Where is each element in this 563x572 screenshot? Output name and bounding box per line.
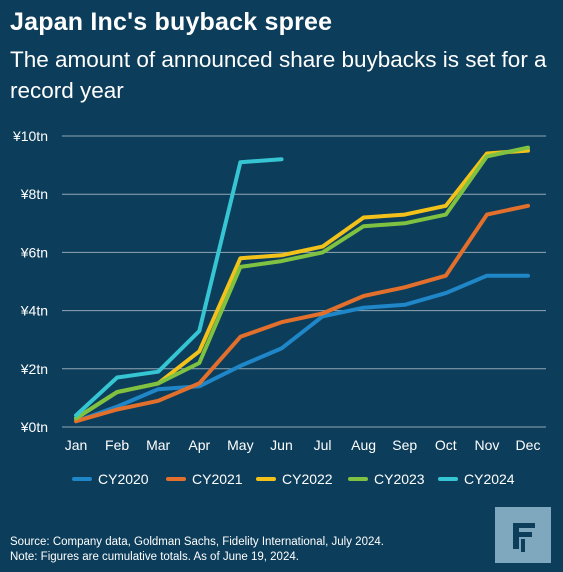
x-tick-label: Aug <box>351 437 376 453</box>
figures-note: Note: Figures are cumulative totals. As … <box>10 551 299 563</box>
y-tick-label: ¥10tn <box>12 128 48 144</box>
legend-label: CY2020 <box>98 471 149 487</box>
logo-mark <box>513 523 535 552</box>
x-tick-label: Apr <box>188 437 210 453</box>
x-tick-label: Sep <box>392 437 417 453</box>
legend-label: CY2021 <box>192 471 243 487</box>
y-tick-label: ¥6tn <box>20 244 48 260</box>
x-tick-label: Nov <box>474 437 499 453</box>
x-tick-label: Oct <box>435 437 457 453</box>
chart-subtitle: The amount of announced share buybacks i… <box>10 47 547 103</box>
chart-title: Japan Inc's buyback spree <box>10 8 333 36</box>
series-line-cy2020 <box>74 273 530 424</box>
legend-label: CY2024 <box>464 471 515 487</box>
series-line-cy2024 <box>74 157 284 418</box>
source-note: Source: Company data, Goldman Sachs, Fid… <box>10 536 384 548</box>
series-line-cy2021 <box>74 203 530 424</box>
y-tick-label: ¥0tn <box>20 419 48 435</box>
x-tick-label: Dec <box>516 437 541 453</box>
y-tick-label: ¥2tn <box>20 361 48 377</box>
legend-label: CY2023 <box>374 471 425 487</box>
x-tick-label: Jul <box>314 437 332 453</box>
legend-label: CY2022 <box>282 471 333 487</box>
x-tick-label: Mar <box>146 437 170 453</box>
y-tick-label: ¥4tn <box>20 303 48 319</box>
x-tick-label: May <box>227 437 253 453</box>
x-tick-label: Feb <box>105 437 129 453</box>
x-tick-label: Jun <box>270 437 293 453</box>
y-tick-label: ¥8tn <box>20 186 48 202</box>
x-tick-label: Jan <box>65 437 88 453</box>
fidelity-logo-icon <box>495 507 551 563</box>
series-line-cy2023 <box>74 145 530 421</box>
